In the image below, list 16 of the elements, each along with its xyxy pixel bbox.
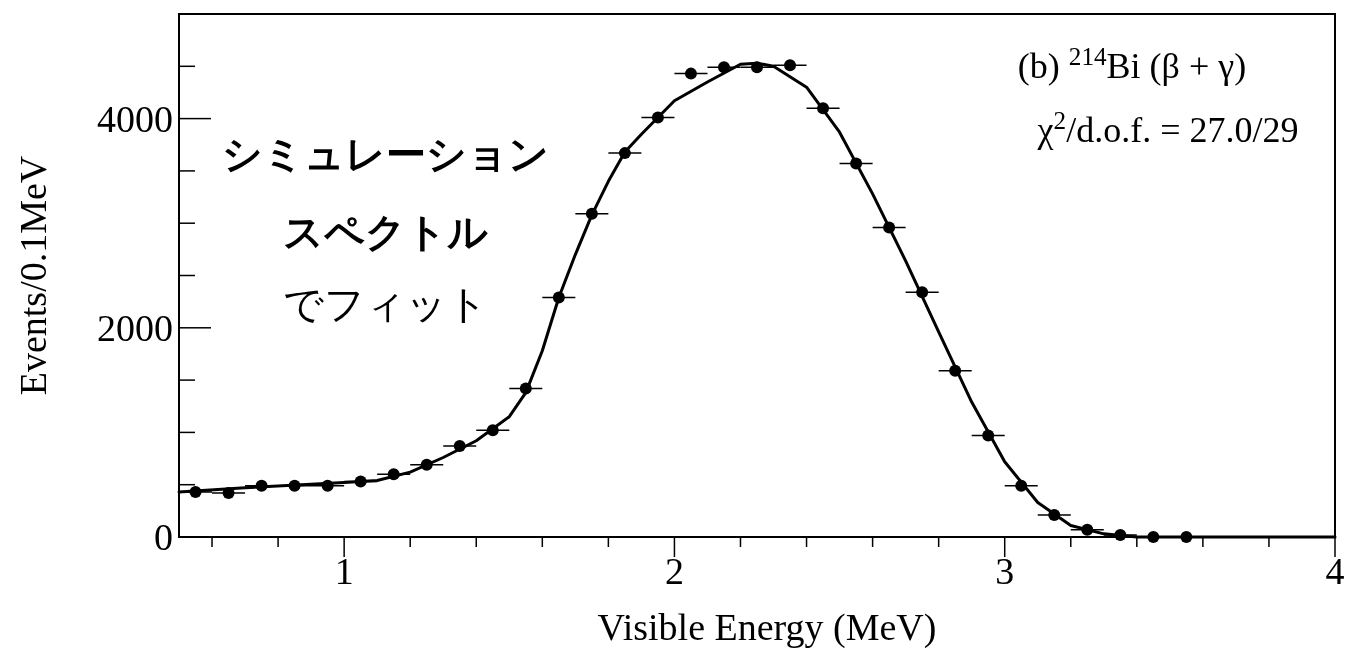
x-tick-label: 4	[1325, 550, 1345, 592]
point	[684, 67, 697, 80]
y-axis-title: Events/0.1MeV	[12, 155, 54, 396]
x-tick-label: 3	[995, 550, 1015, 592]
x-tick-label: 2	[664, 550, 684, 592]
annotation: スペクトル	[282, 209, 488, 255]
point	[784, 59, 797, 72]
annotation: シミュレーション	[221, 131, 549, 177]
y-tick-label: 0	[154, 516, 173, 558]
annotation: χ$^{2}$/d.o.f. = 27.0/29	[1036, 106, 1299, 150]
x-tick-label: 1	[334, 550, 354, 592]
annotation: でフィット	[282, 281, 488, 327]
x-axis-title: Visible Energy (MeV)	[597, 606, 937, 648]
y-tick-label: 2000	[97, 306, 173, 349]
y-tick-label: 4000	[97, 97, 173, 140]
annotation: (b) $^{214}$Bi (β + γ)	[1017, 42, 1247, 86]
